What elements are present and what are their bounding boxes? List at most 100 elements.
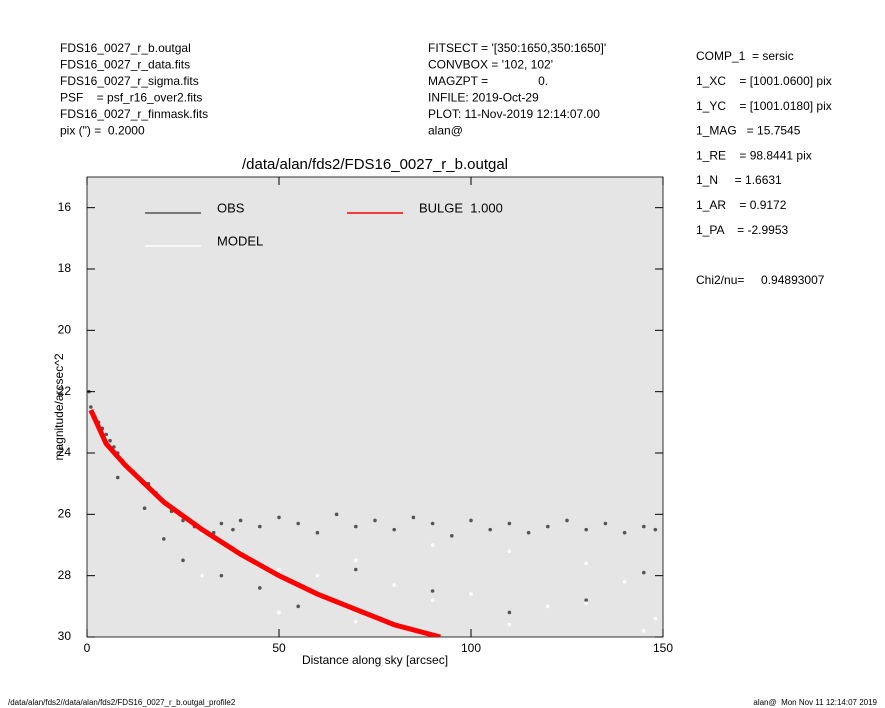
data-point [430, 543, 435, 547]
y-tick-label: 26 [58, 507, 72, 521]
data-point [469, 518, 473, 523]
data-point [411, 515, 416, 520]
header-line: 1_XC = [1001.0600] pix [696, 74, 832, 88]
data-point [104, 432, 108, 437]
header-line: FDS16_0027_r_finmask.fits [60, 107, 208, 121]
data-point [354, 619, 358, 624]
data-point [546, 604, 550, 609]
y-tick-label: 30 [58, 629, 72, 643]
data-point [526, 530, 531, 535]
y-tick-label: 18 [58, 261, 72, 275]
x-tick-label: 0 [84, 641, 91, 655]
header-line: FDS16_0027_r_data.fits [60, 58, 190, 72]
y-tick-label: 22 [58, 384, 72, 398]
header-line: FDS16_0027_r_b.outgal [60, 41, 191, 55]
header-line: FITSECT = '[350:1650,350:1650]' [428, 41, 606, 55]
legend-label: OBS [217, 200, 245, 215]
data-point [89, 405, 93, 409]
data-point [653, 527, 658, 532]
x-tick-label: 50 [272, 641, 286, 655]
data-point [469, 592, 473, 596]
data-point [277, 567, 281, 572]
data-point [653, 616, 658, 621]
y-tick-label: 20 [58, 323, 72, 337]
header-line: PSF = psf_r16_over2.fits [60, 91, 202, 105]
footer-left: /data/alan/fds2//data/alan/fds2/FDS16_00… [8, 698, 236, 707]
chi2: Chi2/nu= 0.94893007 [696, 273, 825, 287]
data-point [392, 583, 397, 587]
header-line: INFILE: 2019-Oct-29 [428, 91, 539, 105]
data-point [507, 521, 512, 526]
data-point [642, 629, 646, 633]
header-line: MAGZPT = 0. [428, 74, 548, 88]
data-point [642, 570, 646, 575]
y-tick-label: 16 [58, 200, 72, 214]
data-point [296, 604, 301, 609]
header-line: PLOT: 11-Nov-2019 12:14:07.00 [428, 107, 600, 121]
header-line: 1_RE = 98.8441 pix [696, 148, 812, 162]
data-point [258, 586, 262, 590]
data-point [507, 622, 512, 627]
data-point [315, 530, 320, 535]
data-point [277, 515, 281, 520]
chart-title: /data/alan/fds2/FDS16_0027_r_b.outgal [242, 156, 508, 173]
data-point [200, 573, 204, 578]
header-line: 1_MAG = 15.7545 [696, 124, 801, 138]
model-curve [88, 409, 441, 637]
header-line: CONVBOX = '102, 102' [428, 58, 553, 72]
data-point [584, 527, 588, 532]
x-tick-label: 150 [653, 641, 673, 655]
plot-marks [87, 389, 658, 637]
data-point [392, 527, 397, 532]
data-point [565, 518, 569, 523]
data-point [642, 524, 646, 529]
data-point [584, 561, 588, 566]
data-point [430, 598, 435, 602]
header-line: 1_PA = -2.9953 [696, 223, 789, 237]
data-point [354, 524, 358, 529]
data-point [315, 573, 320, 578]
y-tick-label: 24 [58, 445, 72, 459]
header-line: COMP_1 = sersic [696, 49, 794, 63]
x-tick-label: 100 [461, 641, 481, 655]
x-axis-label: Distance along sky [arcsec] [302, 653, 448, 667]
y-tick-label: 28 [58, 568, 72, 582]
data-point [430, 589, 435, 593]
data-point [584, 598, 588, 602]
header-line: 1_YC = [1001.0180] pix [696, 99, 832, 113]
data-point [450, 534, 454, 538]
data-point [115, 475, 120, 480]
data-point [622, 580, 627, 584]
header-line: pix (") = 0.2000 [60, 124, 145, 138]
data-point [507, 549, 512, 553]
data-point [231, 527, 235, 532]
legend-label: BULGE 1.000 [419, 200, 503, 215]
data-point [219, 521, 224, 526]
data-point [354, 558, 358, 563]
data-point [181, 558, 185, 563]
data-point [603, 521, 608, 526]
data-point [238, 518, 243, 523]
header-line: 1_N = 1.6631 [696, 173, 782, 187]
legend-label: MODEL [217, 233, 263, 248]
data-point [296, 521, 301, 526]
data-point [622, 530, 627, 535]
data-point [488, 527, 493, 532]
data-point [373, 518, 377, 523]
data-point [219, 573, 224, 578]
data-point [258, 524, 262, 529]
data-point [108, 438, 112, 443]
data-point [162, 537, 166, 541]
y-axis-label: magnitude/arcsec^2 [52, 353, 66, 460]
data-point [334, 512, 339, 517]
footer-right: alan@ Mon Nov 11 12:14:07 2019 [753, 698, 877, 707]
data-point [546, 524, 550, 529]
data-point [430, 521, 435, 526]
data-point [142, 506, 147, 511]
header-line: 1_AR = 0.9172 [696, 198, 787, 212]
data-point [507, 610, 512, 615]
data-point [584, 601, 588, 606]
data-point [354, 567, 358, 572]
header-line: FDS16_0027_r_sigma.fits [60, 74, 199, 88]
